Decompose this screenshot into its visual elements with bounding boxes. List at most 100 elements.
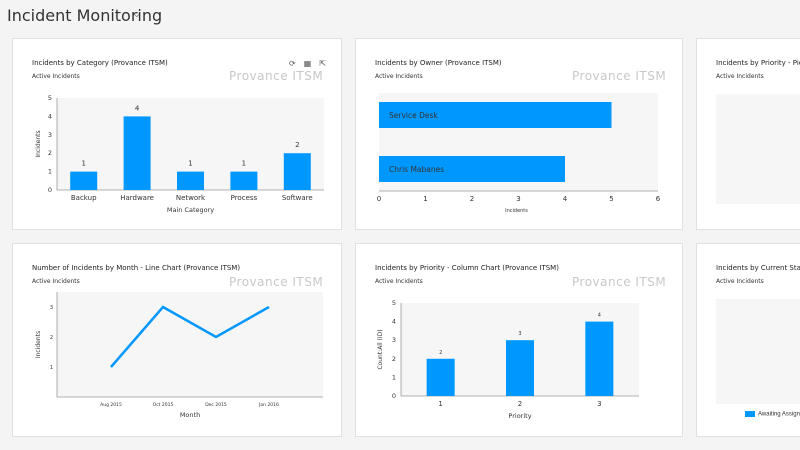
table-view-icon[interactable]: ▦ bbox=[303, 59, 312, 68]
x-tick-label: 1 bbox=[423, 195, 427, 203]
page-title: Incident Monitoring bbox=[7, 6, 163, 25]
y-tick-label: 0 bbox=[48, 186, 52, 194]
y-tick-label: 3 bbox=[48, 131, 52, 139]
y-tick-label: 2 bbox=[48, 149, 52, 157]
x-tick-label: Hardware bbox=[120, 194, 154, 202]
x-tick-label: Backup bbox=[71, 194, 97, 202]
x-tick-label: 2 bbox=[518, 400, 522, 408]
data-label: 1 bbox=[81, 160, 85, 168]
x-axis-title: Priority bbox=[508, 412, 531, 420]
data-label: 4 bbox=[598, 313, 601, 319]
x-tick-label: Dec 2015 bbox=[205, 402, 227, 408]
card-toolbar: ⟳ ▦ ⇱ bbox=[281, 59, 326, 68]
chart-incidents-by-owner: Service Desk Chris Mabanes 0 1 2 3 4 5 6 Incident… bbox=[377, 93, 661, 214]
x-tick-label: 3 bbox=[516, 195, 520, 203]
bar bbox=[379, 102, 612, 128]
y-tick-label: 5 bbox=[48, 94, 52, 102]
y-axis-title: Incidents bbox=[35, 331, 42, 358]
chart-placeholder bbox=[716, 94, 800, 204]
card-subtitle: Active Incidents bbox=[32, 73, 80, 80]
card-incidents-by-owner: Incidents by Owner (Provance ITSM) Activ… bbox=[355, 38, 683, 230]
y-tick-label: 3 bbox=[50, 305, 53, 311]
data-label: 4 bbox=[135, 104, 140, 112]
y-tick-label: 1 bbox=[48, 168, 52, 176]
chevron-down-icon[interactable]: ⌵ bbox=[133, 9, 141, 20]
y-tick-label: 4 bbox=[392, 318, 396, 326]
card-incidents-by-status: Incidents by Current Status Active Incid… bbox=[696, 243, 800, 437]
expand-icon[interactable]: ⇱ bbox=[319, 59, 326, 68]
card-subtitle: Active Incidents bbox=[375, 278, 423, 285]
bar bbox=[283, 153, 311, 190]
chart-placeholder bbox=[716, 299, 800, 404]
y-tick-label: 4 bbox=[48, 112, 52, 120]
x-tick-label: 6 bbox=[656, 195, 661, 203]
y-tick-label: 1 bbox=[392, 373, 396, 381]
legend-swatch bbox=[745, 411, 755, 418]
y-tick-label: 2 bbox=[392, 355, 396, 363]
chart-incidents-by-priority: 0 1 2 3 4 5 2 1 3 2 4 3 Priority Count:All (ID) bbox=[377, 299, 639, 420]
x-tick-label: 2 bbox=[470, 195, 474, 203]
data-label: 1 bbox=[242, 160, 246, 168]
legend: Awaiting Assign bbox=[745, 411, 800, 418]
card-title: Incidents by Category (Provance ITSM) bbox=[32, 59, 168, 67]
y-tick-label: 5 bbox=[392, 299, 396, 307]
watermark: Provance ITSM bbox=[572, 69, 667, 83]
card-title: Incidents by Current Status bbox=[716, 264, 800, 272]
watermark: Provance ITSM bbox=[229, 275, 324, 289]
bar bbox=[585, 321, 614, 396]
card-subtitle: Active Incidents bbox=[716, 73, 764, 80]
bar bbox=[123, 116, 151, 190]
x-axis-title: Main Category bbox=[167, 206, 214, 214]
x-tick-label: Oct 2015 bbox=[153, 402, 174, 408]
card-incidents-by-priority-column: Incidents by Priority - Column Chart (Pr… bbox=[355, 243, 683, 437]
x-tick-label: Process bbox=[231, 194, 258, 202]
data-label: 2 bbox=[295, 141, 299, 149]
card-title: Incidents by Priority - Column Chart (Pr… bbox=[375, 264, 559, 272]
watermark: Provance ITSM bbox=[229, 69, 324, 83]
bar bbox=[426, 358, 455, 396]
y-tick-label: 1 bbox=[50, 365, 53, 371]
refresh-icon[interactable]: ⟳ bbox=[289, 59, 296, 68]
y-tick-label: 0 bbox=[392, 392, 396, 400]
x-tick-label: Jan 2016 bbox=[258, 402, 279, 408]
card-subtitle: Active Incidents bbox=[375, 73, 423, 80]
card-incidents-by-priority-pie: Incidents by Priority - Pie C Active Inc… bbox=[696, 38, 800, 230]
x-axis-title: Incidents bbox=[505, 208, 528, 214]
bar bbox=[70, 171, 98, 190]
x-tick-label: Aug 2015 bbox=[100, 402, 122, 408]
x-tick-label: 1 bbox=[438, 400, 442, 408]
card-title: Incidents by Priority - Pie C bbox=[716, 59, 800, 67]
card-title: Incidents by Owner (Provance ITSM) bbox=[375, 59, 502, 67]
x-axis-title: Month bbox=[180, 411, 200, 419]
y-axis-title: Count:All (ID) bbox=[377, 329, 384, 369]
legend-label: Awaiting Assign bbox=[758, 412, 800, 418]
x-tick-label: Software bbox=[282, 194, 313, 202]
card-subtitle: Active Incidents bbox=[716, 278, 764, 285]
x-tick-label: 4 bbox=[563, 195, 568, 203]
bar-category-label: Service Desk bbox=[389, 111, 438, 120]
y-tick-label: 3 bbox=[392, 336, 396, 344]
series-line bbox=[110, 305, 270, 368]
chart-incidents-by-category: 0 1 2 3 4 5 1 Backup 4 Hardware 1 Network 1 Process 2 S… bbox=[35, 94, 324, 214]
y-axis-title: Incidents bbox=[35, 130, 42, 157]
bar bbox=[230, 171, 258, 190]
data-label: 3 bbox=[518, 331, 521, 337]
bar bbox=[379, 156, 565, 182]
card-incidents-by-month: Number of Incidents by Month - Line Char… bbox=[12, 243, 342, 437]
watermark: Provance ITSM bbox=[572, 275, 667, 289]
plot-area bbox=[57, 292, 323, 397]
x-tick-label: 5 bbox=[609, 195, 613, 203]
card-incidents-by-category: Incidents by Category (Provance ITSM) Ac… bbox=[12, 38, 342, 230]
bar bbox=[506, 340, 534, 396]
page-header: Incident Monitoring ⌵ bbox=[0, 0, 800, 34]
data-label: 2 bbox=[439, 350, 442, 356]
bar bbox=[177, 171, 204, 190]
card-subtitle: Active Incidents bbox=[32, 278, 80, 285]
card-title: Number of Incidents by Month - Line Char… bbox=[32, 264, 241, 272]
x-tick-label: 0 bbox=[377, 195, 381, 203]
x-tick-label: 3 bbox=[597, 400, 601, 408]
data-label: 1 bbox=[188, 160, 192, 168]
bar-category-label: Chris Mabanes bbox=[389, 165, 444, 174]
chart-incidents-by-month: 1 2 3 Aug 2015 Oct 2015 Dec 2015 Jan 2016 Month… bbox=[35, 292, 323, 419]
y-tick-label: 2 bbox=[50, 335, 53, 341]
